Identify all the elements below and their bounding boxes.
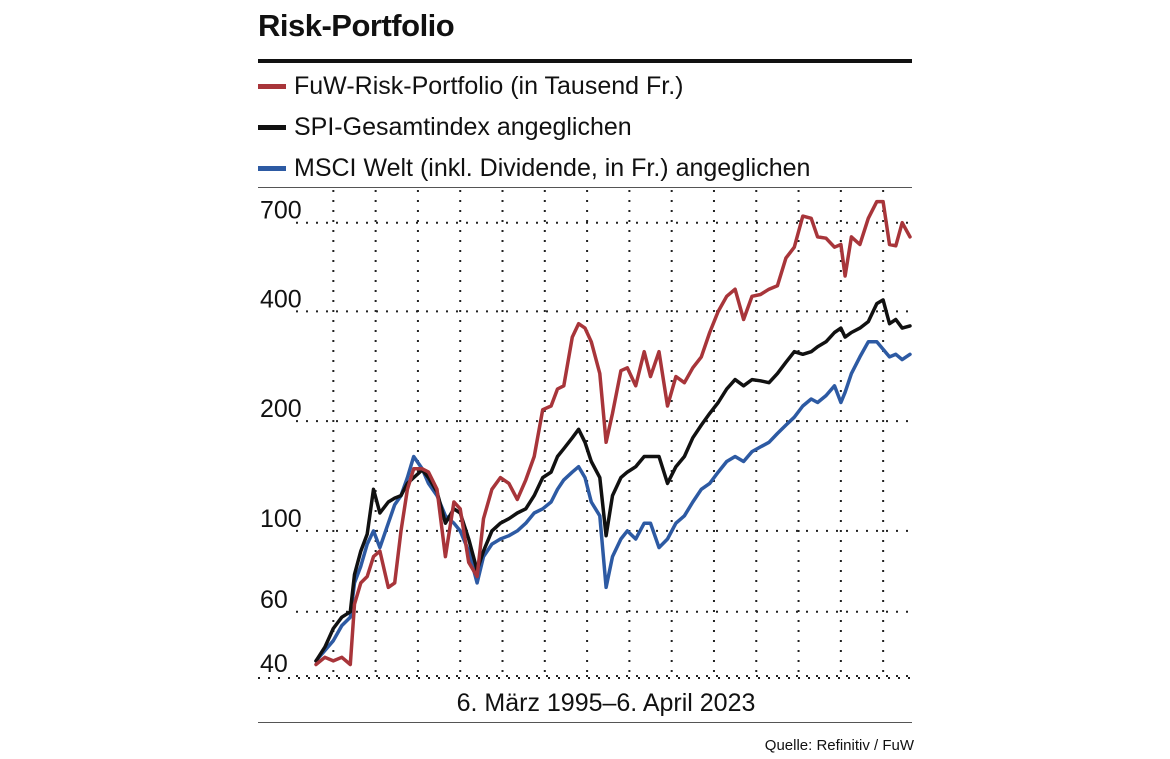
grid — [258, 190, 910, 680]
y-tick-label-60: 60 — [260, 586, 288, 614]
legend-swatch-spi — [258, 125, 286, 130]
series-line-msci — [314, 340, 912, 663]
legend-swatch-msci — [258, 166, 286, 171]
chart-title: Risk-Portfolio — [258, 8, 455, 43]
legend-label-msci: MSCI Welt (inkl. Dividende, in Fr.) ange… — [294, 154, 811, 182]
y-tick-label-200: 200 — [260, 395, 302, 423]
footer-rule — [258, 722, 912, 723]
legend-label-risk: FuW-Risk-Portfolio (in Tausend Fr.) — [294, 72, 684, 100]
series-lines — [314, 199, 912, 667]
source-note: Quelle: Refinitiv / FuW — [764, 737, 914, 754]
y-tick-label-700: 700 — [260, 197, 302, 225]
y-tick-label-40: 40 — [260, 650, 288, 678]
y-tick-label-100: 100 — [260, 505, 302, 533]
legend-item-spi: SPI-Gesamtindex angeglichen — [258, 107, 810, 148]
legend-item-msci: MSCI Welt (inkl. Dividende, in Fr.) ange… — [258, 148, 810, 189]
x-axis-label: 6. März 1995–6. April 2023 — [457, 689, 756, 717]
title-rule — [258, 59, 912, 63]
legend-item-risk: FuW-Risk-Portfolio (in Tausend Fr.) — [258, 66, 810, 107]
legend-label-spi: SPI-Gesamtindex angeglichen — [294, 113, 632, 141]
legend-rule — [258, 187, 912, 188]
legend: FuW-Risk-Portfolio (in Tausend Fr.) SPI-… — [258, 66, 810, 189]
legend-swatch-risk — [258, 84, 286, 89]
series-line-risk — [314, 199, 912, 667]
y-axis: 40 60 100 200 400 700 — [260, 197, 302, 678]
y-tick-label-400: 400 — [260, 285, 302, 313]
